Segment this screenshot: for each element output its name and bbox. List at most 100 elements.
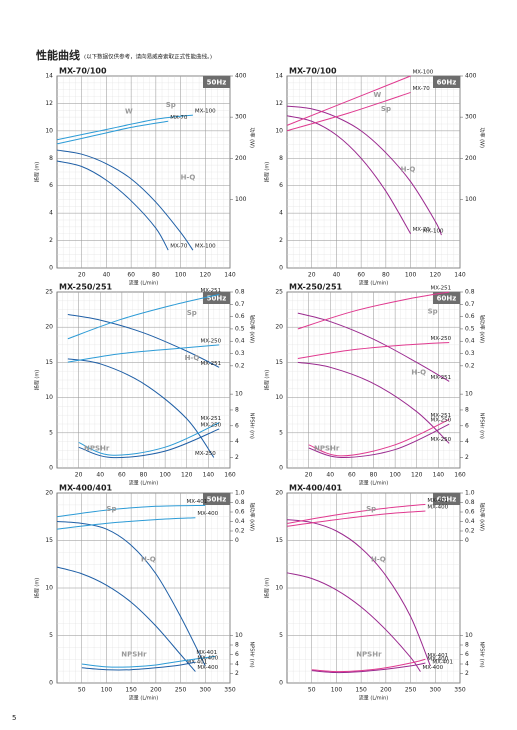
y2-axis-label: 轴功率 (kW) — [479, 503, 486, 531]
x-tick-label: 60 — [357, 272, 365, 279]
y2-tick-label: 2 — [235, 454, 239, 461]
curve-label: MX-250 — [430, 418, 451, 424]
x-tick-label: 140 — [433, 472, 445, 479]
curve — [286, 572, 421, 672]
y-tick-label: 0 — [49, 680, 53, 687]
y-tick-label: 14 — [275, 73, 283, 80]
curve-label: MX-100 — [195, 109, 216, 115]
x-tick-label: 250 — [405, 687, 417, 694]
y-tick-label: 8 — [279, 155, 283, 162]
y-tick-label: 14 — [45, 73, 53, 80]
x-tick-label: 80 — [370, 472, 378, 479]
y2-tick-label: 300 — [235, 114, 247, 121]
curve — [286, 115, 412, 234]
y2-tick-label: 1.0 — [235, 490, 245, 497]
curve-group-label: H-Q — [401, 165, 416, 173]
y2-tick-label: 0.8 — [235, 289, 245, 296]
y2-tick-label: 100 — [465, 196, 477, 203]
curve — [286, 75, 411, 126]
x-axis-label: 流量 (L/min) — [359, 695, 388, 702]
curve-label: MX-400 — [427, 657, 448, 663]
curve — [56, 149, 194, 251]
curve — [286, 510, 426, 527]
y2-tick-label: 400 — [235, 73, 247, 80]
badge — [433, 76, 460, 88]
y-tick-label: 2 — [279, 237, 283, 244]
x-tick-label: 40 — [96, 472, 104, 479]
y-tick-label: 15 — [45, 359, 53, 366]
y2-axis-label: 功率 (W) — [479, 127, 486, 147]
curve — [67, 358, 215, 458]
curve-group-label: Sp — [187, 309, 197, 317]
chart-title: MX-400/401 — [289, 484, 343, 493]
curve-group-label: Sp — [106, 505, 116, 513]
y-tick-label: 8 — [49, 155, 53, 162]
y-axis-label: 扬程 (m) — [264, 578, 271, 598]
curve-group-label: H-Q — [181, 173, 196, 181]
y2-tick-label: 8 — [235, 406, 239, 413]
curve-label: MX-250 — [430, 437, 451, 443]
y2-tick-label: 0.5 — [235, 325, 245, 332]
curve-label: MX-251 — [430, 286, 451, 292]
curve-label: MX-70 — [170, 244, 188, 250]
curve — [308, 419, 450, 457]
y-tick-label: 0 — [279, 265, 283, 272]
curve-label: MX-401 — [196, 650, 217, 656]
y2-tick-label: 0.8 — [465, 289, 475, 296]
curve — [286, 91, 411, 132]
y2-tick-label: 0.2 — [235, 528, 245, 535]
y-tick-label: 10 — [45, 127, 53, 134]
y2-tick-label: 0.3 — [235, 350, 245, 357]
y2-tick-label: 0.2 — [465, 362, 475, 369]
curve-group-label: Sp — [381, 105, 391, 113]
curve-label: MX-401 — [187, 659, 208, 665]
curve — [67, 293, 220, 340]
x-tick-label: 120 — [430, 272, 442, 279]
y2-tick-label: 8 — [465, 406, 469, 413]
y2-tick-label: 200 — [235, 155, 247, 162]
y2-tick-label: 8 — [235, 642, 239, 649]
badge — [203, 76, 230, 88]
y2-tick-label: 10 — [465, 391, 473, 398]
x-tick-label: 100 — [389, 472, 401, 479]
x-tick-label: 100 — [159, 472, 171, 479]
curve-label: MX-100 — [413, 70, 434, 76]
y2-tick-label: 0.6 — [465, 509, 475, 516]
curve-label: MX-401 — [427, 653, 448, 659]
x-axis-label: 流量 (L/min) — [359, 280, 388, 287]
y-tick-label: 4 — [49, 210, 53, 217]
y2-tick-label: 0.6 — [235, 509, 245, 516]
y2-tick-label: 0.7 — [235, 301, 245, 308]
curve — [78, 422, 220, 456]
x-tick-label: 40 — [103, 272, 111, 279]
curve-group-label: H-Q — [141, 556, 156, 564]
y-axis-label: 扬程 (m) — [264, 370, 271, 390]
y2-tick-label: 0 — [235, 537, 239, 544]
x-axis-label: 流量 (L/min) — [129, 480, 158, 487]
y-tick-label: 25 — [275, 289, 283, 296]
y-tick-label: 10 — [45, 585, 53, 592]
x-tick-label: 20 — [308, 272, 316, 279]
curve-group-label: NPSHr — [84, 444, 110, 452]
x-tick-label: 350 — [454, 687, 466, 694]
y-tick-label: 4 — [279, 210, 283, 217]
x-tick-label: 50 — [78, 687, 86, 694]
y2-tick-label: 0.2 — [235, 362, 245, 369]
y2-axis-label: NPSHr (m) — [479, 413, 485, 439]
y2-tick-label: 0.6 — [235, 313, 245, 320]
y-tick-label: 12 — [45, 100, 53, 107]
x-tick-label: 250 — [175, 687, 187, 694]
curve — [297, 361, 450, 444]
curve-label: MX-250 — [200, 338, 221, 344]
curve-label: MX-400 — [422, 665, 443, 671]
y2-tick-label: 0.2 — [465, 528, 475, 535]
curve-label: MX-400 — [427, 505, 448, 511]
y-tick-label: 10 — [275, 394, 283, 401]
curve — [78, 428, 220, 459]
x-tick-label: 120 — [181, 472, 193, 479]
x-tick-label: 100 — [331, 687, 343, 694]
x-tick-label: 150 — [355, 687, 367, 694]
y2-tick-label: 4 — [235, 661, 239, 668]
